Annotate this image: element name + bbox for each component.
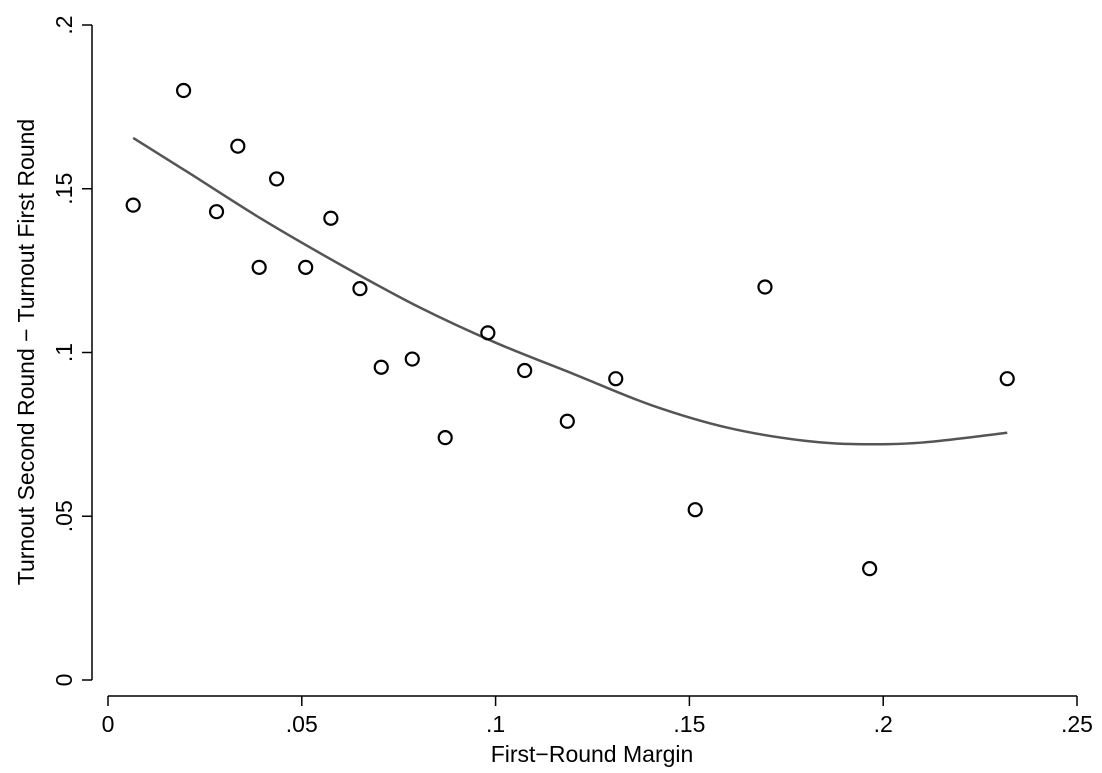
y-tick-label: 0 xyxy=(51,674,77,687)
data-point-16 xyxy=(687,502,703,518)
data-point-1 xyxy=(175,82,192,99)
data-point-10 xyxy=(404,351,420,367)
data-point-18 xyxy=(862,561,878,577)
x-tick-label: 0 xyxy=(102,711,115,737)
data-point-14 xyxy=(559,413,575,429)
data-point-7 xyxy=(323,210,339,226)
data-point-2 xyxy=(208,204,225,220)
fit-line-layer xyxy=(132,136,1008,446)
x-tick-label: .15 xyxy=(673,711,705,737)
data-point-11 xyxy=(437,430,453,446)
data-point-9 xyxy=(373,359,389,375)
fit-line xyxy=(132,136,1008,446)
x-tick-label: .1 xyxy=(486,711,505,737)
x-tick-label: .05 xyxy=(286,711,318,737)
x-tick-label: .25 xyxy=(1061,711,1093,737)
data-point-4 xyxy=(251,259,267,275)
y-tick-label: .2 xyxy=(51,15,77,34)
x-axis: 0 .05 .1 .15 .2 .25 xyxy=(102,695,1093,737)
y-axis: 0 .05 .1 .15 .2 xyxy=(51,15,93,687)
data-point-15 xyxy=(608,371,624,387)
data-point-5 xyxy=(269,171,285,187)
data-point-0 xyxy=(125,197,141,213)
y-tick-label: .15 xyxy=(51,173,77,205)
data-point-12 xyxy=(480,325,496,341)
y-axis-title: Turnout Second Round − Turnout First Rou… xyxy=(13,119,39,585)
x-axis-title: First−Round Margin xyxy=(491,741,694,767)
data-point-8 xyxy=(352,281,368,297)
y-tick-label: .05 xyxy=(51,500,77,532)
points-layer xyxy=(125,82,1015,577)
y-tick-label: .1 xyxy=(51,343,77,362)
data-point-6 xyxy=(298,259,314,275)
data-point-17 xyxy=(757,279,773,295)
data-point-19 xyxy=(999,371,1015,387)
data-point-13 xyxy=(517,362,533,379)
x-tick-label: .2 xyxy=(874,711,893,737)
data-point-3 xyxy=(230,138,246,154)
